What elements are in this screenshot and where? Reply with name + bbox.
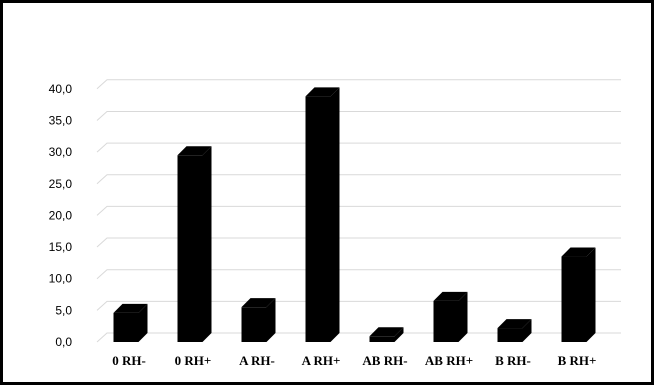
bar-top-face xyxy=(113,303,148,313)
bar xyxy=(433,291,468,342)
x-tick-label: A RH+ xyxy=(302,353,341,368)
bar-side-face xyxy=(586,247,596,342)
bar-side-face xyxy=(138,303,148,342)
x-tick-label: B RH- xyxy=(495,353,531,368)
bar xyxy=(177,146,212,342)
bar-side-face xyxy=(266,298,276,342)
bar xyxy=(369,327,404,342)
x-tick-label: AB RH+ xyxy=(425,353,473,368)
bar-side-face xyxy=(522,319,532,342)
bar-top-face xyxy=(369,327,404,337)
bar xyxy=(113,303,148,342)
y-tick-label: 15,0 xyxy=(49,240,73,254)
x-tick-label: AB RH- xyxy=(362,353,407,368)
bar-top-face xyxy=(241,298,276,308)
bar-side-face xyxy=(394,327,404,342)
bar-side-face xyxy=(458,291,468,342)
gridline xyxy=(96,237,621,248)
gridline xyxy=(96,205,621,216)
bar-front-face xyxy=(497,328,523,342)
gridline xyxy=(96,269,621,280)
bar-front-face xyxy=(369,336,395,342)
x-axis-ticks: 0 RH- 0 RH+ A RH- A RH+ AB RH- AB RH+ B RH- B R… xyxy=(112,353,596,368)
bar-chart: 0,0 5,0 10,0 15,0 20,0 25,0 30,0 35,0 40,0 0 RH-… xyxy=(49,79,621,368)
y-axis-ticks: 0,0 5,0 10,0 15,0 20,0 25,0 30,0 35,0 40,0 xyxy=(49,82,73,349)
gridline xyxy=(96,142,621,153)
bar-front-face xyxy=(241,307,267,342)
y-tick-label: 25,0 xyxy=(49,177,73,191)
x-tick-label: 0 RH+ xyxy=(175,353,212,368)
bar-top-face xyxy=(305,87,340,97)
bar xyxy=(305,87,340,343)
y-tick-label: 30,0 xyxy=(49,145,73,159)
bar-front-face xyxy=(305,96,331,343)
bar xyxy=(561,247,596,342)
y-tick-label: 40,0 xyxy=(49,82,73,96)
bar-top-face xyxy=(177,146,212,156)
gridline xyxy=(96,300,621,311)
y-tick-label: 10,0 xyxy=(49,272,73,286)
x-tick-label: 0 RH- xyxy=(112,353,146,368)
bar-top-face xyxy=(497,319,532,329)
bar-front-face xyxy=(561,256,587,342)
grid-layer xyxy=(96,79,621,343)
y-tick-label: 0,0 xyxy=(55,335,72,349)
y-tick-label: 35,0 xyxy=(49,113,73,127)
bars xyxy=(113,87,596,343)
bar-side-face xyxy=(330,87,340,343)
gridline xyxy=(96,79,621,90)
gridline xyxy=(96,174,621,185)
bar-top-face xyxy=(561,247,596,257)
bar-front-face xyxy=(113,312,139,342)
gridline xyxy=(96,332,621,343)
y-tick-label: 20,0 xyxy=(49,208,73,222)
bar xyxy=(241,298,276,342)
bar-front-face xyxy=(177,155,203,342)
bar xyxy=(497,319,532,342)
gridline xyxy=(96,110,621,121)
bar-side-face xyxy=(202,146,212,342)
bar-top-face xyxy=(433,291,468,301)
bar-front-face xyxy=(433,300,459,342)
x-tick-label: B RH+ xyxy=(558,353,597,368)
y-tick-label: 5,0 xyxy=(55,303,72,317)
x-tick-label: A RH- xyxy=(239,353,275,368)
